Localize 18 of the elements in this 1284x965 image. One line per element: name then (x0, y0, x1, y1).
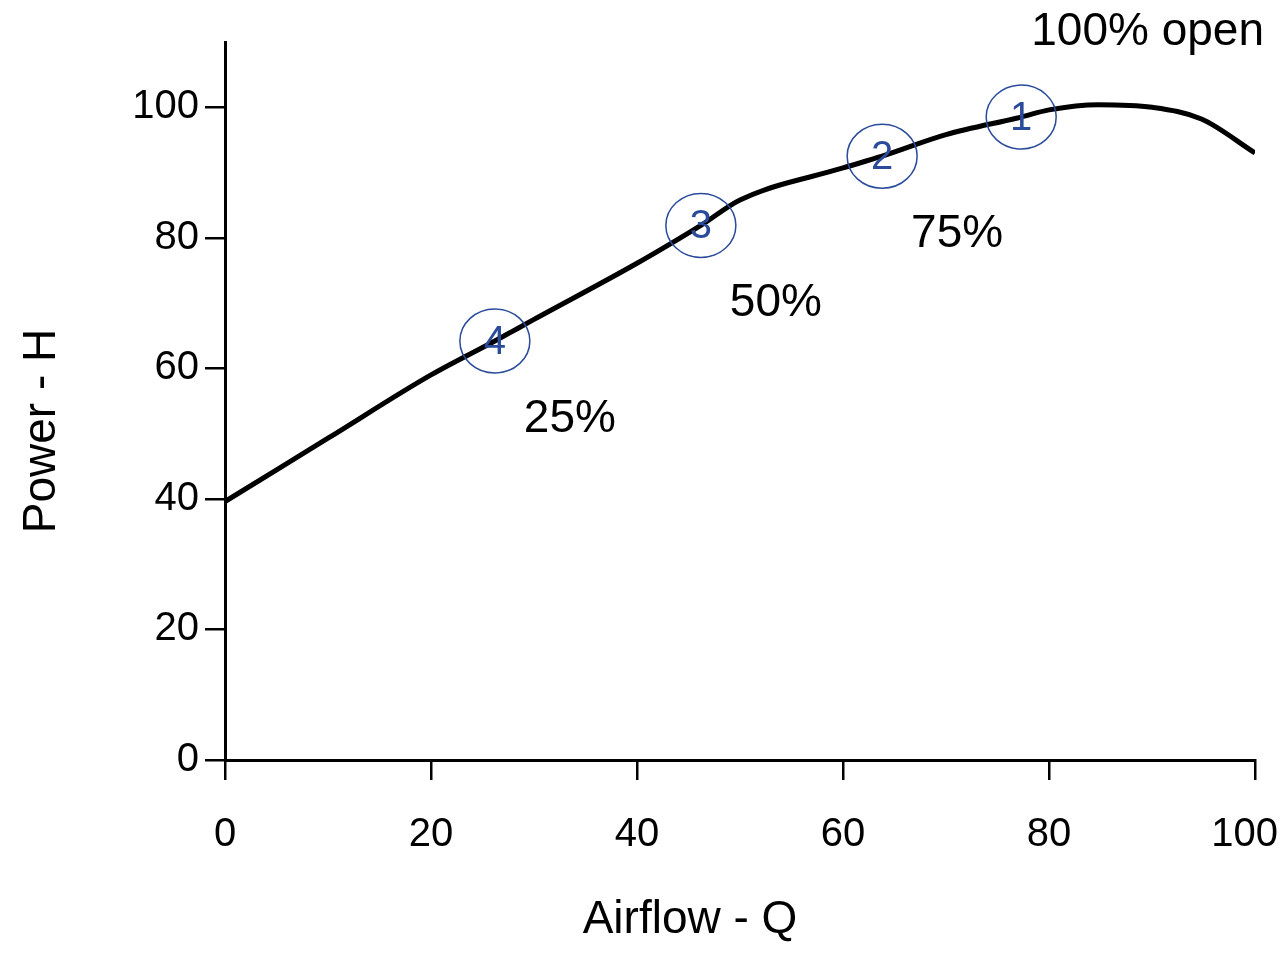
x-tick-label: 40 (614, 810, 660, 855)
x-tick-label: 80 (1026, 810, 1072, 855)
y-tick-label: 0 (176, 735, 199, 780)
annotation: 25% (523, 389, 616, 442)
y-tick-label: 80 (154, 212, 199, 257)
y-tick-label: 40 (154, 473, 199, 518)
annotation: 50% (729, 274, 822, 327)
x-axis-title: Airflow - Q (582, 890, 798, 943)
x-tick-label: 60 (820, 810, 866, 855)
x-tick-label: 100 (1211, 810, 1279, 855)
y-tick-label: 20 (154, 604, 199, 649)
x-tick-label: 20 (408, 810, 454, 855)
annotation: 75% (911, 204, 1004, 257)
x-tick-label: 0 (213, 810, 237, 855)
y-tick-label: 60 (154, 343, 199, 388)
annotation: 100% open (1031, 2, 1264, 55)
y-axis-title: Power - H (12, 328, 65, 534)
y-tick-label: 100 (132, 82, 199, 127)
